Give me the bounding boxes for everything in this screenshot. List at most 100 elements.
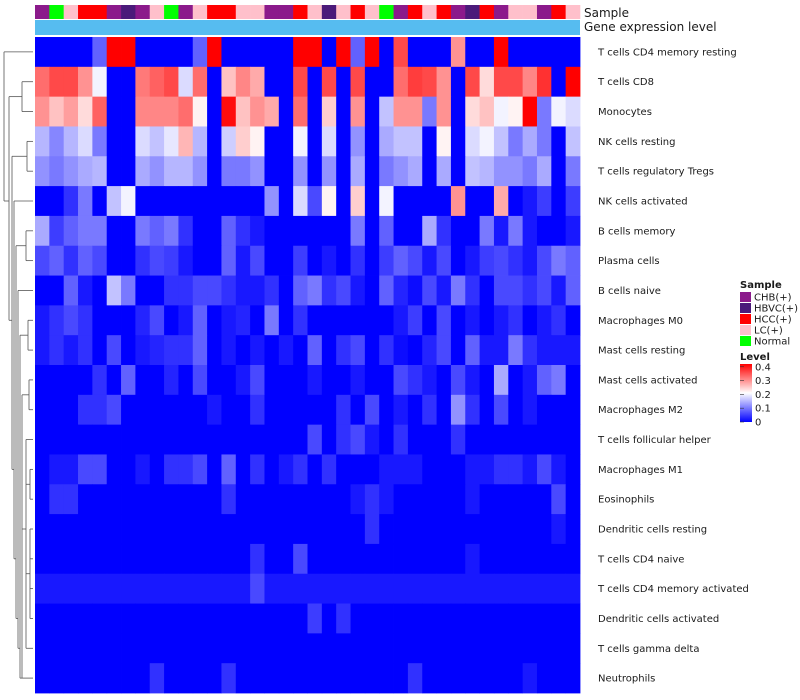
heatmap-cell <box>493 484 509 515</box>
heatmap-cell <box>336 484 351 515</box>
heatmap-cell <box>250 543 265 575</box>
heatmap-cell <box>407 335 423 366</box>
heatmap-cell <box>508 275 524 306</box>
heatmap-cell <box>436 156 452 187</box>
heatmap-cell <box>63 543 79 575</box>
heatmap-cell <box>178 96 194 127</box>
sample-legend-title: Sample <box>740 280 782 291</box>
heatmap-cell <box>407 603 423 634</box>
heatmap-cell <box>63 96 79 127</box>
heatmap-cell <box>436 96 452 127</box>
heatmap-cell <box>551 454 567 485</box>
heatmap-cell <box>307 573 323 604</box>
heatmap-cell <box>522 215 538 247</box>
heatmap-cell <box>92 573 108 604</box>
heatmap-cell <box>278 215 294 247</box>
heatmap-cell <box>321 37 337 68</box>
heatmap-cell <box>350 66 366 98</box>
sample-annotation-cell <box>192 5 208 19</box>
heatmap-cell <box>35 215 50 247</box>
heatmap-cell <box>522 275 538 306</box>
heatmap-cell <box>321 215 337 247</box>
heatmap-cell <box>350 633 366 664</box>
heatmap-cell <box>536 245 552 276</box>
heatmap-cell <box>450 663 466 694</box>
heatmap-cell <box>164 424 179 455</box>
heatmap-cell <box>221 424 237 455</box>
heatmap-cell <box>293 245 308 276</box>
row-label: B cells naive <box>598 286 661 297</box>
heatmap-cell <box>250 484 265 515</box>
heatmap-cell <box>135 603 151 634</box>
heatmap-cell <box>135 454 151 485</box>
heatmap-cell <box>149 484 165 515</box>
heatmap-cell <box>364 305 380 336</box>
sample-annotation-cell <box>551 5 566 19</box>
heatmap-cell <box>278 424 294 455</box>
heatmap-cell <box>393 424 409 455</box>
heatmap-cell <box>250 454 265 485</box>
heatmap-cell <box>422 543 437 575</box>
heatmap-cell <box>450 66 466 98</box>
heatmap-cell <box>465 275 481 306</box>
heatmap-cell <box>436 186 452 217</box>
heatmap-cell <box>493 66 509 98</box>
heatmap-cell <box>407 394 423 426</box>
heatmap-cell <box>235 186 251 217</box>
heatmap-cell <box>479 186 495 217</box>
heatmap-cell <box>78 37 93 68</box>
heatmap-cell <box>149 66 165 98</box>
heatmap-cell <box>522 186 538 217</box>
heatmap-cell <box>508 66 524 98</box>
heatmap-cell <box>479 543 495 575</box>
heatmap-cell <box>307 514 323 545</box>
heatmap-cell <box>321 335 337 366</box>
heatmap-cell <box>450 245 466 276</box>
heatmap-cell <box>221 573 237 604</box>
heatmap-cell <box>278 37 294 68</box>
heatmap-cell <box>135 275 151 306</box>
heatmap-cells <box>35 37 581 694</box>
heatmap-cell <box>336 633 351 664</box>
heatmap-cell <box>450 484 466 515</box>
sample-annotation-label: Sample <box>584 6 629 20</box>
heatmap-cell <box>149 305 165 336</box>
heatmap-cell <box>250 603 265 634</box>
heatmap-cell <box>192 66 208 98</box>
heatmap-cell <box>479 96 495 127</box>
heatmap-cell <box>250 335 265 366</box>
sample-annotation-cell <box>250 5 265 19</box>
heatmap-cell <box>336 37 351 68</box>
heatmap-cell <box>422 573 437 604</box>
heatmap-cell <box>178 126 194 157</box>
heatmap-cell <box>106 573 122 604</box>
heatmap-cell <box>522 305 538 336</box>
sample-annotation-cell <box>393 5 409 19</box>
heatmap-cell <box>393 305 409 336</box>
heatmap-cell <box>49 305 65 336</box>
heatmap-cell <box>121 573 136 604</box>
heatmap-cell <box>49 186 65 217</box>
heatmap-cell <box>178 156 194 187</box>
heatmap-cell <box>35 66 50 98</box>
heatmap-cell <box>379 186 394 217</box>
heatmap-cell <box>121 37 136 68</box>
heatmap-cell <box>164 275 179 306</box>
level-tick-label: 0.2 <box>755 390 771 401</box>
heatmap-cell <box>35 663 50 694</box>
heatmap-cell <box>479 454 495 485</box>
heatmap-cell <box>106 424 122 455</box>
heatmap-cell <box>436 394 452 426</box>
heatmap-cell <box>235 454 251 485</box>
heatmap-cell <box>436 573 452 604</box>
heatmap-cell <box>135 514 151 545</box>
heatmap-cell <box>192 633 208 664</box>
heatmap-cell <box>92 335 108 366</box>
sample-annotation-cell <box>422 5 437 19</box>
heatmap-cell <box>465 424 481 455</box>
heatmap-cell <box>63 365 79 396</box>
heatmap-cell <box>493 543 509 575</box>
heatmap-cell <box>307 215 323 247</box>
heatmap-cell <box>49 335 65 366</box>
heatmap-cell <box>479 573 495 604</box>
